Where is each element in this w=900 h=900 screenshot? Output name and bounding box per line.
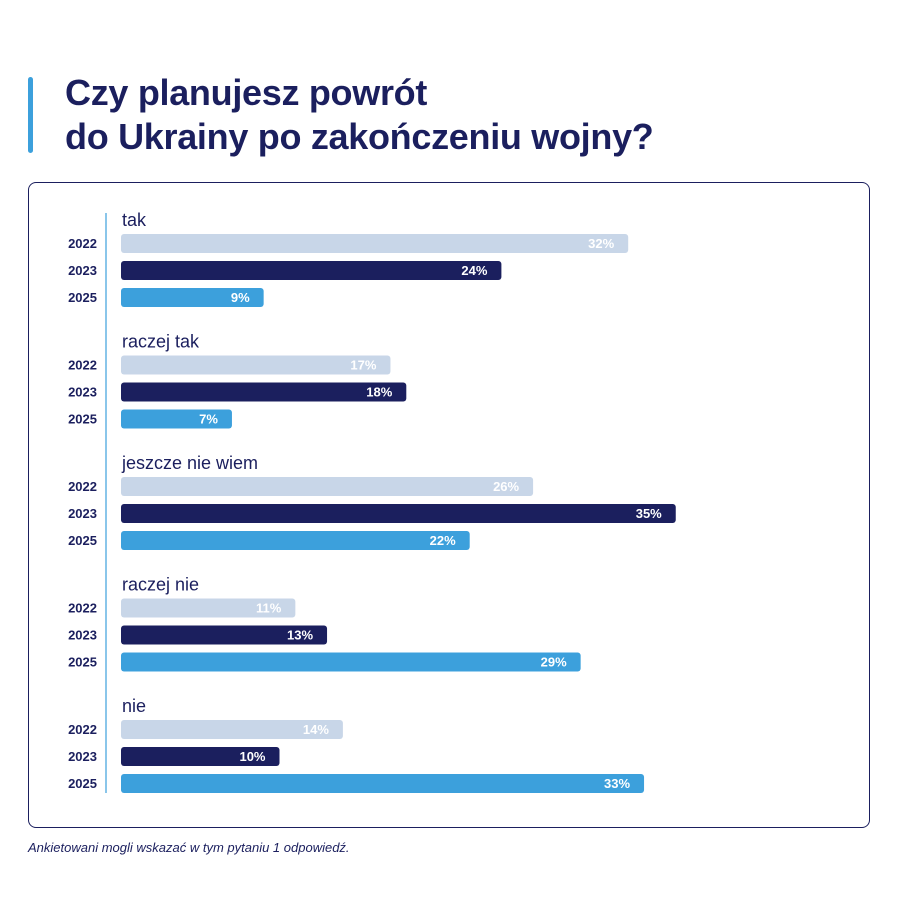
- year-label: 2022: [68, 722, 97, 737]
- year-label: 2022: [68, 236, 97, 251]
- bar-value-label: 7%: [199, 412, 218, 427]
- bar: [121, 288, 264, 307]
- year-label: 2023: [68, 385, 97, 400]
- bar-value-label: 10%: [239, 749, 265, 764]
- bar: [121, 774, 645, 793]
- year-label: 2025: [68, 655, 97, 670]
- bar-value-label: 14%: [303, 722, 329, 737]
- chart-title: Czy planujesz powrót do Ukrainy po zakoń…: [65, 71, 654, 159]
- bar: [121, 598, 296, 618]
- year-label: 2022: [68, 358, 97, 373]
- bar-value-label: 22%: [430, 533, 456, 548]
- footnote: Ankietowani mogli wskazać w tym pytaniu …: [28, 840, 350, 855]
- bar: [121, 409, 232, 429]
- bar-value-label: 26%: [493, 479, 519, 494]
- bar: [121, 720, 343, 739]
- bar-value-label: 32%: [588, 236, 614, 251]
- bar-value-label: 9%: [231, 290, 250, 305]
- category-label: nie: [122, 696, 146, 716]
- year-label: 2022: [68, 601, 97, 616]
- year-label: 2025: [68, 533, 97, 548]
- bar: [121, 504, 676, 523]
- bar-value-label: 18%: [366, 385, 392, 400]
- year-label: 2023: [68, 263, 97, 278]
- bar-value-label: 29%: [541, 655, 567, 670]
- bar: [121, 382, 407, 402]
- year-label: 2025: [68, 290, 97, 305]
- chart-title-line-2: do Ukrainy po zakończeniu wojny?: [65, 116, 654, 157]
- bar-value-label: 24%: [461, 263, 487, 278]
- category-label: tak: [122, 210, 147, 230]
- chart-container: [28, 182, 870, 828]
- bar: [121, 355, 391, 375]
- category-label: raczej nie: [122, 575, 199, 595]
- year-label: 2025: [68, 412, 97, 427]
- bar: [121, 747, 280, 766]
- bar-value-label: 35%: [636, 506, 662, 521]
- bar: [121, 261, 502, 280]
- year-label: 2025: [68, 776, 97, 791]
- chart-title-line-1: Czy planujesz powrót: [65, 72, 428, 113]
- year-label: 2023: [68, 749, 97, 764]
- bar: [121, 477, 534, 496]
- category-label: raczej tak: [122, 332, 200, 352]
- bar-value-label: 17%: [350, 358, 376, 373]
- year-label: 2023: [68, 506, 97, 521]
- bar: [121, 234, 629, 253]
- category-label: jeszcze nie wiem: [121, 453, 258, 473]
- year-label: 2023: [68, 628, 97, 643]
- bar-value-label: 13%: [287, 628, 313, 643]
- bar: [121, 625, 328, 645]
- bar: [121, 652, 581, 672]
- bar-value-label: 11%: [256, 601, 282, 616]
- bar-value-label: 33%: [604, 776, 630, 791]
- title-accent-bar: [28, 77, 33, 153]
- year-label: 2022: [68, 479, 97, 494]
- bar: [121, 531, 470, 550]
